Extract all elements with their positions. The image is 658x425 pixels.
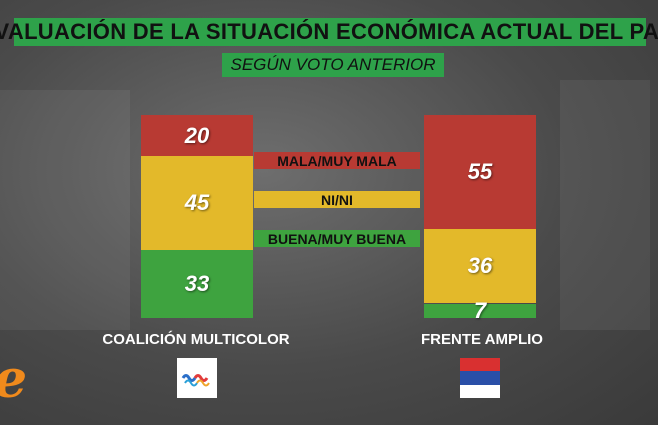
bar-coalicion: 20 45 33 <box>141 115 253 318</box>
party-label-frente-amplio: FRENTE AMPLIO <box>421 331 543 348</box>
chart-subtitle: SEGÚN VOTO ANTERIOR <box>222 53 444 77</box>
bar-segment-coalicion-2: 33 <box>141 249 253 318</box>
data-label: 55 <box>467 158 493 184</box>
bar-segment-coalicion-1: 45 <box>141 156 253 250</box>
background-building <box>0 90 130 330</box>
legend-mala: MALA/MUY MALA <box>254 152 420 169</box>
bar-segment-frente-amplio-1: 36 <box>424 228 536 304</box>
party-label-coalicion: COALICIÓN MULTICOLOR <box>102 331 290 348</box>
data-label: 45 <box>184 190 210 216</box>
bar-frente-amplio: 55 36 7 <box>424 115 536 323</box>
multicolor-wave-icon <box>177 358 217 398</box>
bar-segment-frente-amplio-2: 7 <box>424 298 536 323</box>
data-label: 36 <box>467 253 493 279</box>
chart-title: EVALUACIÓN DE LA SITUACIÓN ECONÓMICA ACT… <box>0 18 658 46</box>
legend-buena: BUENA/MUY BUENA <box>254 230 420 247</box>
bar-segment-frente-amplio-0: 55 <box>424 115 536 229</box>
brand-logo-icon: e <box>0 352 28 408</box>
legend-ni: NI/NI <box>254 191 420 208</box>
data-label: 7 <box>473 297 487 323</box>
data-label: 20 <box>184 122 210 148</box>
background-column <box>560 80 650 330</box>
data-label: 33 <box>184 270 210 296</box>
frente-amplio-flag-icon <box>460 358 500 398</box>
bar-segment-coalicion-0: 20 <box>141 115 253 157</box>
